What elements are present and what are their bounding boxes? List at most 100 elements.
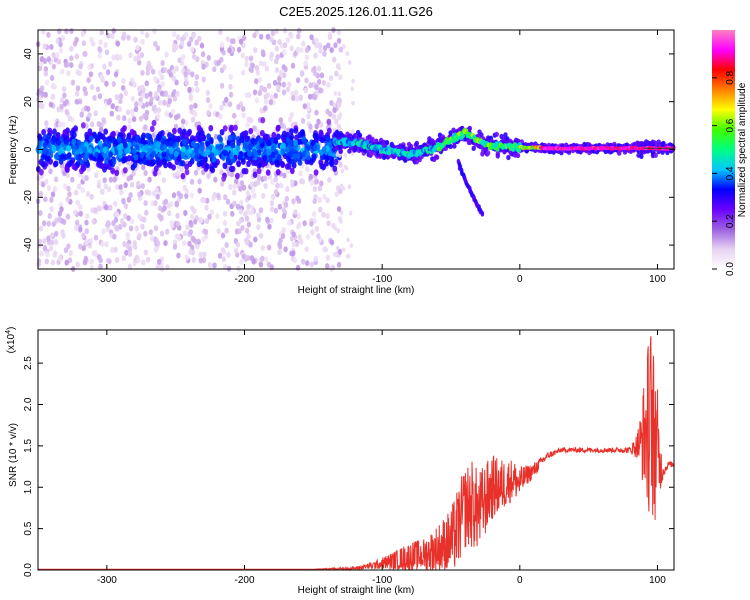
spectrogram-cell — [242, 140, 248, 148]
spectrogram-cell — [111, 81, 117, 87]
spectrogram-cell — [159, 230, 165, 237]
spectrogram-cell — [158, 263, 163, 270]
spectrogram-cell — [121, 78, 126, 84]
spectrogram-cell — [78, 210, 84, 217]
spectrogram-cell — [241, 184, 247, 191]
spectrogram-cell — [357, 132, 363, 138]
spectrogram-cell — [290, 179, 295, 186]
spectrogram-cell — [269, 51, 274, 58]
spectrogram-cell — [260, 130, 265, 137]
spectrogram-cell — [123, 213, 128, 220]
spectrogram-cell — [124, 249, 129, 256]
spectrogram-cell — [304, 47, 310, 54]
spectrogram-cell — [257, 76, 263, 83]
spectrogram-cell — [241, 112, 246, 119]
spectrogram-cell — [150, 235, 155, 242]
spectrogram-cell — [138, 115, 144, 122]
spectrogram-cell — [193, 102, 198, 109]
spectrogram-cell — [206, 133, 212, 140]
spectrogram-cell — [282, 49, 287, 56]
spectrogram-cell — [142, 216, 147, 223]
spectrogram-cell — [184, 133, 189, 140]
spectrogram-cell — [285, 186, 290, 193]
spectrogram-cell — [101, 228, 106, 235]
spectrogram-cell — [64, 28, 69, 35]
spectrogram-cell — [221, 256, 226, 263]
spectrogram-cell — [277, 203, 282, 210]
spectrogram-cell — [281, 89, 287, 96]
spectrogram-cell — [197, 178, 202, 185]
spectrogram-cell — [46, 235, 51, 242]
spectrogram-cell — [170, 108, 176, 115]
spectrogram-cell — [341, 186, 346, 191]
spectrogram-cell — [132, 260, 137, 267]
spectrogram-cell — [639, 153, 644, 159]
spectrogram-cell — [263, 98, 269, 105]
spectrogram-cell — [265, 169, 271, 176]
spectrogram-cell — [108, 159, 113, 166]
spectrogram-cell — [333, 42, 338, 49]
spectrogram-cell — [213, 161, 218, 169]
spectrogram-cell — [82, 146, 87, 153]
spectrogram-cell — [213, 176, 218, 183]
spectrogram-cell — [201, 257, 207, 264]
spectrogram-cell — [66, 70, 71, 77]
spectrogram-cell — [111, 158, 117, 165]
spectrogram-cell — [118, 149, 123, 156]
spectrogram-cell — [347, 184, 352, 190]
spectrogram-cell — [209, 209, 214, 216]
spectrogram-cell — [129, 181, 135, 188]
spectrogram-cell — [226, 251, 231, 258]
spectrogram-cell — [302, 138, 308, 146]
spectrogram-cell — [180, 118, 186, 125]
spectrogram-cell — [259, 33, 264, 40]
spectrogram-cell — [230, 210, 235, 217]
spectrogram-cell — [130, 111, 135, 118]
spectrogram-cell — [222, 162, 228, 169]
spectrogram-cell — [452, 143, 457, 149]
spectrogram-cell — [304, 77, 309, 84]
spectrogram-cell — [224, 242, 229, 248]
spectrogram-cell — [309, 34, 314, 41]
spectrogram-cell — [192, 208, 197, 215]
spectrogram-cell — [43, 70, 49, 77]
spectrogram-cell — [309, 261, 314, 268]
spectrogram-cell — [244, 135, 250, 143]
spectrogram-cell — [239, 259, 244, 266]
spectrogram-cell — [39, 250, 44, 257]
spectrogram-cell — [48, 101, 54, 108]
spectrogram-cell — [52, 83, 57, 90]
spectrogram-cell — [113, 246, 118, 253]
spectrogram-cell — [88, 237, 94, 244]
x-tick-label: 100 — [649, 575, 666, 586]
spectrogram-cell — [153, 40, 158, 47]
spectrogram-cell — [133, 154, 139, 161]
spectrogram-cell — [74, 53, 80, 60]
spectrogram-cell — [131, 148, 137, 155]
spectrogram-cell — [288, 140, 293, 148]
spectrogram-cell — [184, 79, 189, 86]
spectrogram-cell — [83, 90, 89, 97]
spectrogram-cell — [59, 103, 64, 110]
spectrogram-cell — [102, 152, 108, 159]
spectrogram-cell — [194, 147, 199, 154]
spectrogram-cell — [119, 218, 125, 225]
spectrogram-cell — [152, 28, 157, 34]
spectrogram-cell — [116, 114, 121, 121]
spectrogram-cell — [156, 240, 161, 247]
spectrogram-cell — [36, 261, 41, 268]
spectrogram-cell — [138, 100, 143, 107]
spectrogram-cell — [321, 146, 327, 153]
spectrogram-cell — [313, 52, 318, 59]
spectrogram-cell — [141, 259, 146, 266]
spectrogram-cell — [129, 128, 135, 136]
spectrogram-cell — [317, 185, 323, 192]
spectrogram-cell — [277, 39, 282, 45]
spectrogram-cell — [160, 60, 165, 66]
spectrogram-cell — [258, 137, 264, 144]
spectrogram-cell — [293, 89, 299, 96]
spectrogram-cell — [336, 206, 342, 213]
spectrogram-cell — [99, 162, 105, 169]
spectrogram-cell — [256, 212, 261, 219]
